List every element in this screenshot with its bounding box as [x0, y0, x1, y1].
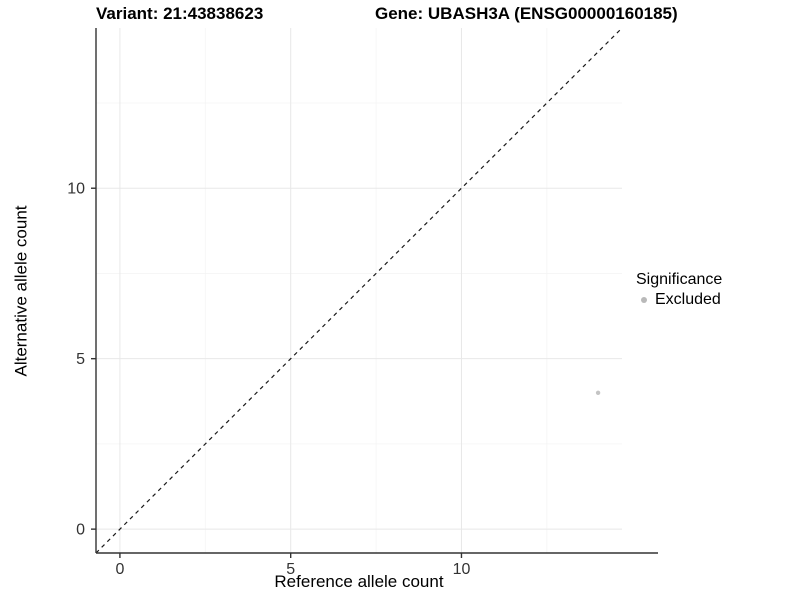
- x-tick-label: 0: [115, 561, 124, 578]
- legend: Significance Excluded: [636, 270, 722, 309]
- plot-title-variant: Variant: 21:43838623: [96, 4, 264, 23]
- data-point: [595, 390, 601, 395]
- x-axis-title: Reference allele count: [274, 572, 444, 591]
- legend-item-excluded: Excluded: [636, 291, 722, 309]
- legend-title: Significance: [636, 271, 723, 288]
- y-tick-label: 5: [76, 351, 85, 368]
- identity-dashed-line: [95, 27, 623, 554]
- legend-key: [636, 292, 652, 308]
- x-tick-label: 5: [286, 561, 295, 578]
- legend-point-icon: [641, 297, 647, 303]
- plot-title-gene: Gene: UBASH3A (ENSG00000160185): [375, 4, 678, 23]
- y-axis-title: Alternative allele count: [12, 204, 32, 377]
- x-tick-label: 10: [453, 561, 471, 578]
- y-tick-label: 0: [76, 522, 85, 539]
- y-axis-title-box: Alternative allele count: [5, 28, 39, 553]
- legend-item-label: Excluded: [655, 291, 721, 308]
- y-tick-label: 10: [67, 181, 85, 198]
